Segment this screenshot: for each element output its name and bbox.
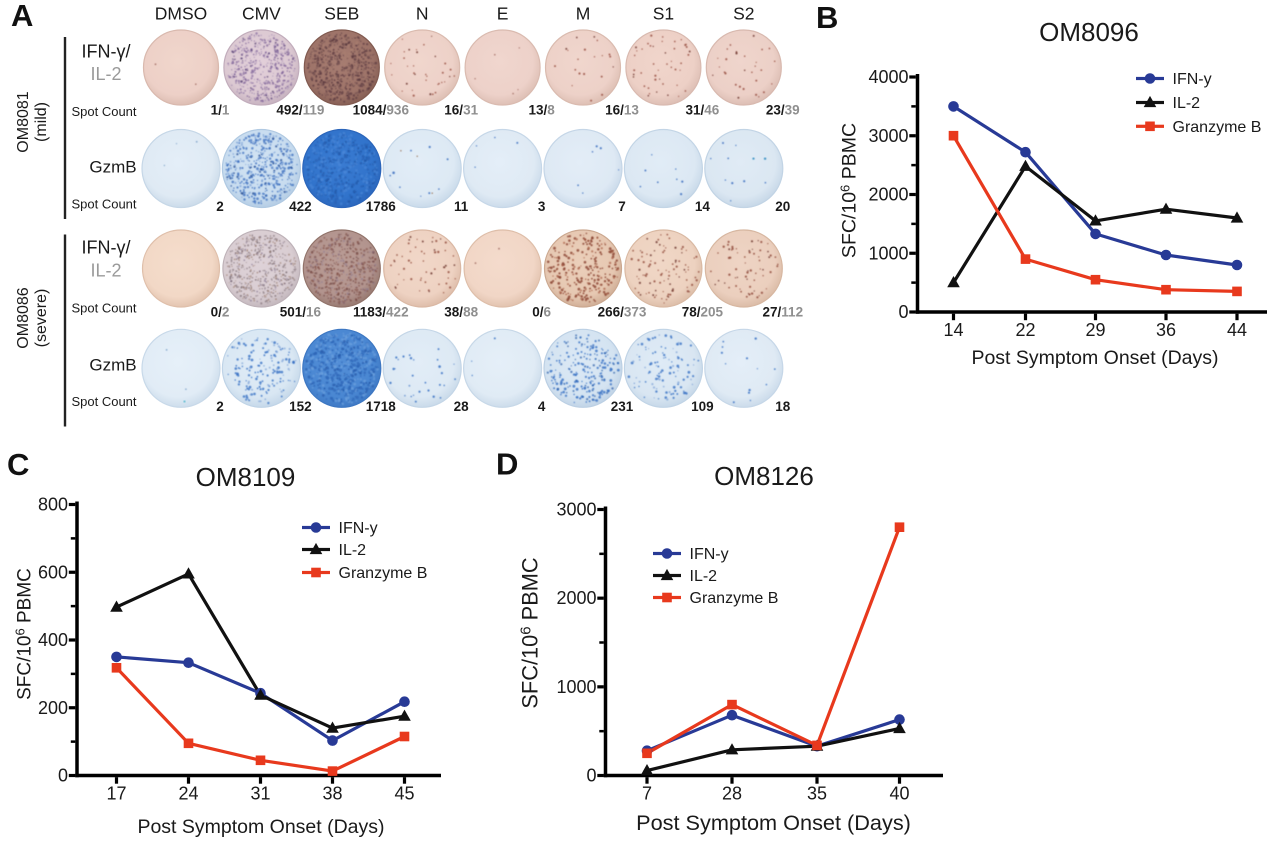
svg-text:1786: 1786 xyxy=(366,199,397,214)
svg-text:DMSO: DMSO xyxy=(155,4,208,24)
svg-text:Spot Count: Spot Count xyxy=(71,104,136,119)
svg-text:E: E xyxy=(497,4,509,24)
svg-text:Spot Count: Spot Count xyxy=(71,394,136,409)
svg-text:SFC/106 PBMC: SFC/106 PBMC xyxy=(13,568,36,700)
svg-text:36: 36 xyxy=(1156,320,1176,340)
svg-text:SFC/106 PBMC: SFC/106 PBMC xyxy=(838,123,861,258)
svg-text:CMV: CMV xyxy=(242,4,281,24)
svg-text:38: 38 xyxy=(322,784,342,804)
svg-text:Post Symptom Onset (Days): Post Symptom Onset (Days) xyxy=(971,347,1218,369)
svg-text:78/205: 78/205 xyxy=(682,305,724,320)
svg-text:800: 800 xyxy=(38,495,68,515)
svg-text:44: 44 xyxy=(1227,320,1247,340)
svg-text:0: 0 xyxy=(58,766,68,786)
svg-text:4000: 4000 xyxy=(868,67,908,87)
svg-text:1183/422: 1183/422 xyxy=(353,305,409,320)
svg-text:Post Symptom Onset (Days): Post Symptom Onset (Days) xyxy=(137,816,384,838)
svg-text:1084/936: 1084/936 xyxy=(353,103,410,118)
svg-text:4: 4 xyxy=(538,399,546,414)
svg-text:N: N xyxy=(416,4,429,24)
svg-text:Granzyme B: Granzyme B xyxy=(339,565,428,582)
svg-text:3000: 3000 xyxy=(556,500,596,520)
svg-text:1718: 1718 xyxy=(366,399,397,414)
svg-text:24: 24 xyxy=(178,784,198,804)
svg-text:14: 14 xyxy=(695,199,711,214)
svg-text:0: 0 xyxy=(586,766,596,786)
svg-text:OM8086: OM8086 xyxy=(15,287,32,348)
svg-text:Granzyme B: Granzyme B xyxy=(1173,119,1262,136)
svg-text:0/6: 0/6 xyxy=(532,305,551,320)
svg-text:OM8109: OM8109 xyxy=(196,462,296,492)
svg-text:266/373: 266/373 xyxy=(598,305,647,320)
svg-text:109: 109 xyxy=(691,399,714,414)
svg-text:3000: 3000 xyxy=(868,126,908,146)
svg-text:M: M xyxy=(576,4,591,24)
svg-text:OM8081: OM8081 xyxy=(15,91,32,152)
svg-text:S2: S2 xyxy=(733,4,754,24)
svg-text:29: 29 xyxy=(1085,320,1105,340)
svg-text:200: 200 xyxy=(38,698,68,718)
svg-text:31: 31 xyxy=(250,784,270,804)
svg-text:231: 231 xyxy=(611,399,634,414)
svg-text:(mild): (mild) xyxy=(33,102,50,142)
svg-text:D: D xyxy=(496,447,518,482)
svg-text:152: 152 xyxy=(289,399,312,414)
svg-text:23/39: 23/39 xyxy=(766,103,800,118)
svg-text:IL-2: IL-2 xyxy=(339,542,367,559)
svg-text:18: 18 xyxy=(775,399,791,414)
svg-text:A: A xyxy=(11,0,33,33)
svg-text:16/31: 16/31 xyxy=(444,103,478,118)
svg-text:422: 422 xyxy=(289,199,312,214)
svg-text:Spot Count: Spot Count xyxy=(71,197,136,212)
svg-text:17: 17 xyxy=(106,784,126,804)
svg-text:IL-2: IL-2 xyxy=(90,64,121,84)
svg-text:(severe): (severe) xyxy=(33,289,50,348)
svg-text:S1: S1 xyxy=(653,4,674,24)
svg-text:1/1: 1/1 xyxy=(211,103,230,118)
svg-text:IL-2: IL-2 xyxy=(1173,95,1201,112)
svg-text:13/8: 13/8 xyxy=(528,103,555,118)
svg-text:C: C xyxy=(7,447,29,482)
svg-text:1000: 1000 xyxy=(868,243,908,263)
svg-text:11: 11 xyxy=(454,199,469,214)
svg-text:2000: 2000 xyxy=(556,588,596,608)
svg-text:28: 28 xyxy=(454,399,470,414)
svg-text:IL-2: IL-2 xyxy=(90,261,121,281)
svg-text:501/16: 501/16 xyxy=(280,305,322,320)
svg-text:0: 0 xyxy=(898,302,908,322)
svg-text:2: 2 xyxy=(216,399,224,414)
svg-text:1000: 1000 xyxy=(556,677,596,697)
svg-text:OM8096: OM8096 xyxy=(1039,17,1139,47)
svg-text:0/2: 0/2 xyxy=(211,305,230,320)
svg-text:B: B xyxy=(816,0,838,35)
svg-text:GzmB: GzmB xyxy=(89,356,136,375)
svg-text:3: 3 xyxy=(538,199,546,214)
svg-text:OM8126: OM8126 xyxy=(714,461,814,491)
svg-text:45: 45 xyxy=(394,784,414,804)
svg-text:400: 400 xyxy=(38,630,68,650)
svg-text:IFN-γ/: IFN-γ/ xyxy=(82,238,131,258)
svg-text:2: 2 xyxy=(216,199,224,214)
svg-text:IFN-γ/: IFN-γ/ xyxy=(82,42,131,62)
svg-text:Spot Count: Spot Count xyxy=(71,301,136,316)
svg-text:27/112: 27/112 xyxy=(763,305,804,320)
svg-text:IFN-y: IFN-y xyxy=(1173,71,1212,88)
svg-text:31/46: 31/46 xyxy=(685,103,719,118)
svg-text:GzmB: GzmB xyxy=(89,158,136,177)
svg-text:IFN-y: IFN-y xyxy=(339,520,378,537)
svg-text:SEB: SEB xyxy=(324,4,359,24)
svg-text:492/119: 492/119 xyxy=(276,103,324,118)
svg-text:16/13: 16/13 xyxy=(605,103,639,118)
svg-text:7: 7 xyxy=(618,199,626,214)
svg-text:600: 600 xyxy=(38,562,68,582)
svg-text:38/88: 38/88 xyxy=(444,305,478,320)
svg-text:2000: 2000 xyxy=(868,185,908,205)
svg-text:22: 22 xyxy=(1015,320,1035,340)
svg-text:20: 20 xyxy=(775,199,790,214)
svg-text:14: 14 xyxy=(943,320,963,340)
